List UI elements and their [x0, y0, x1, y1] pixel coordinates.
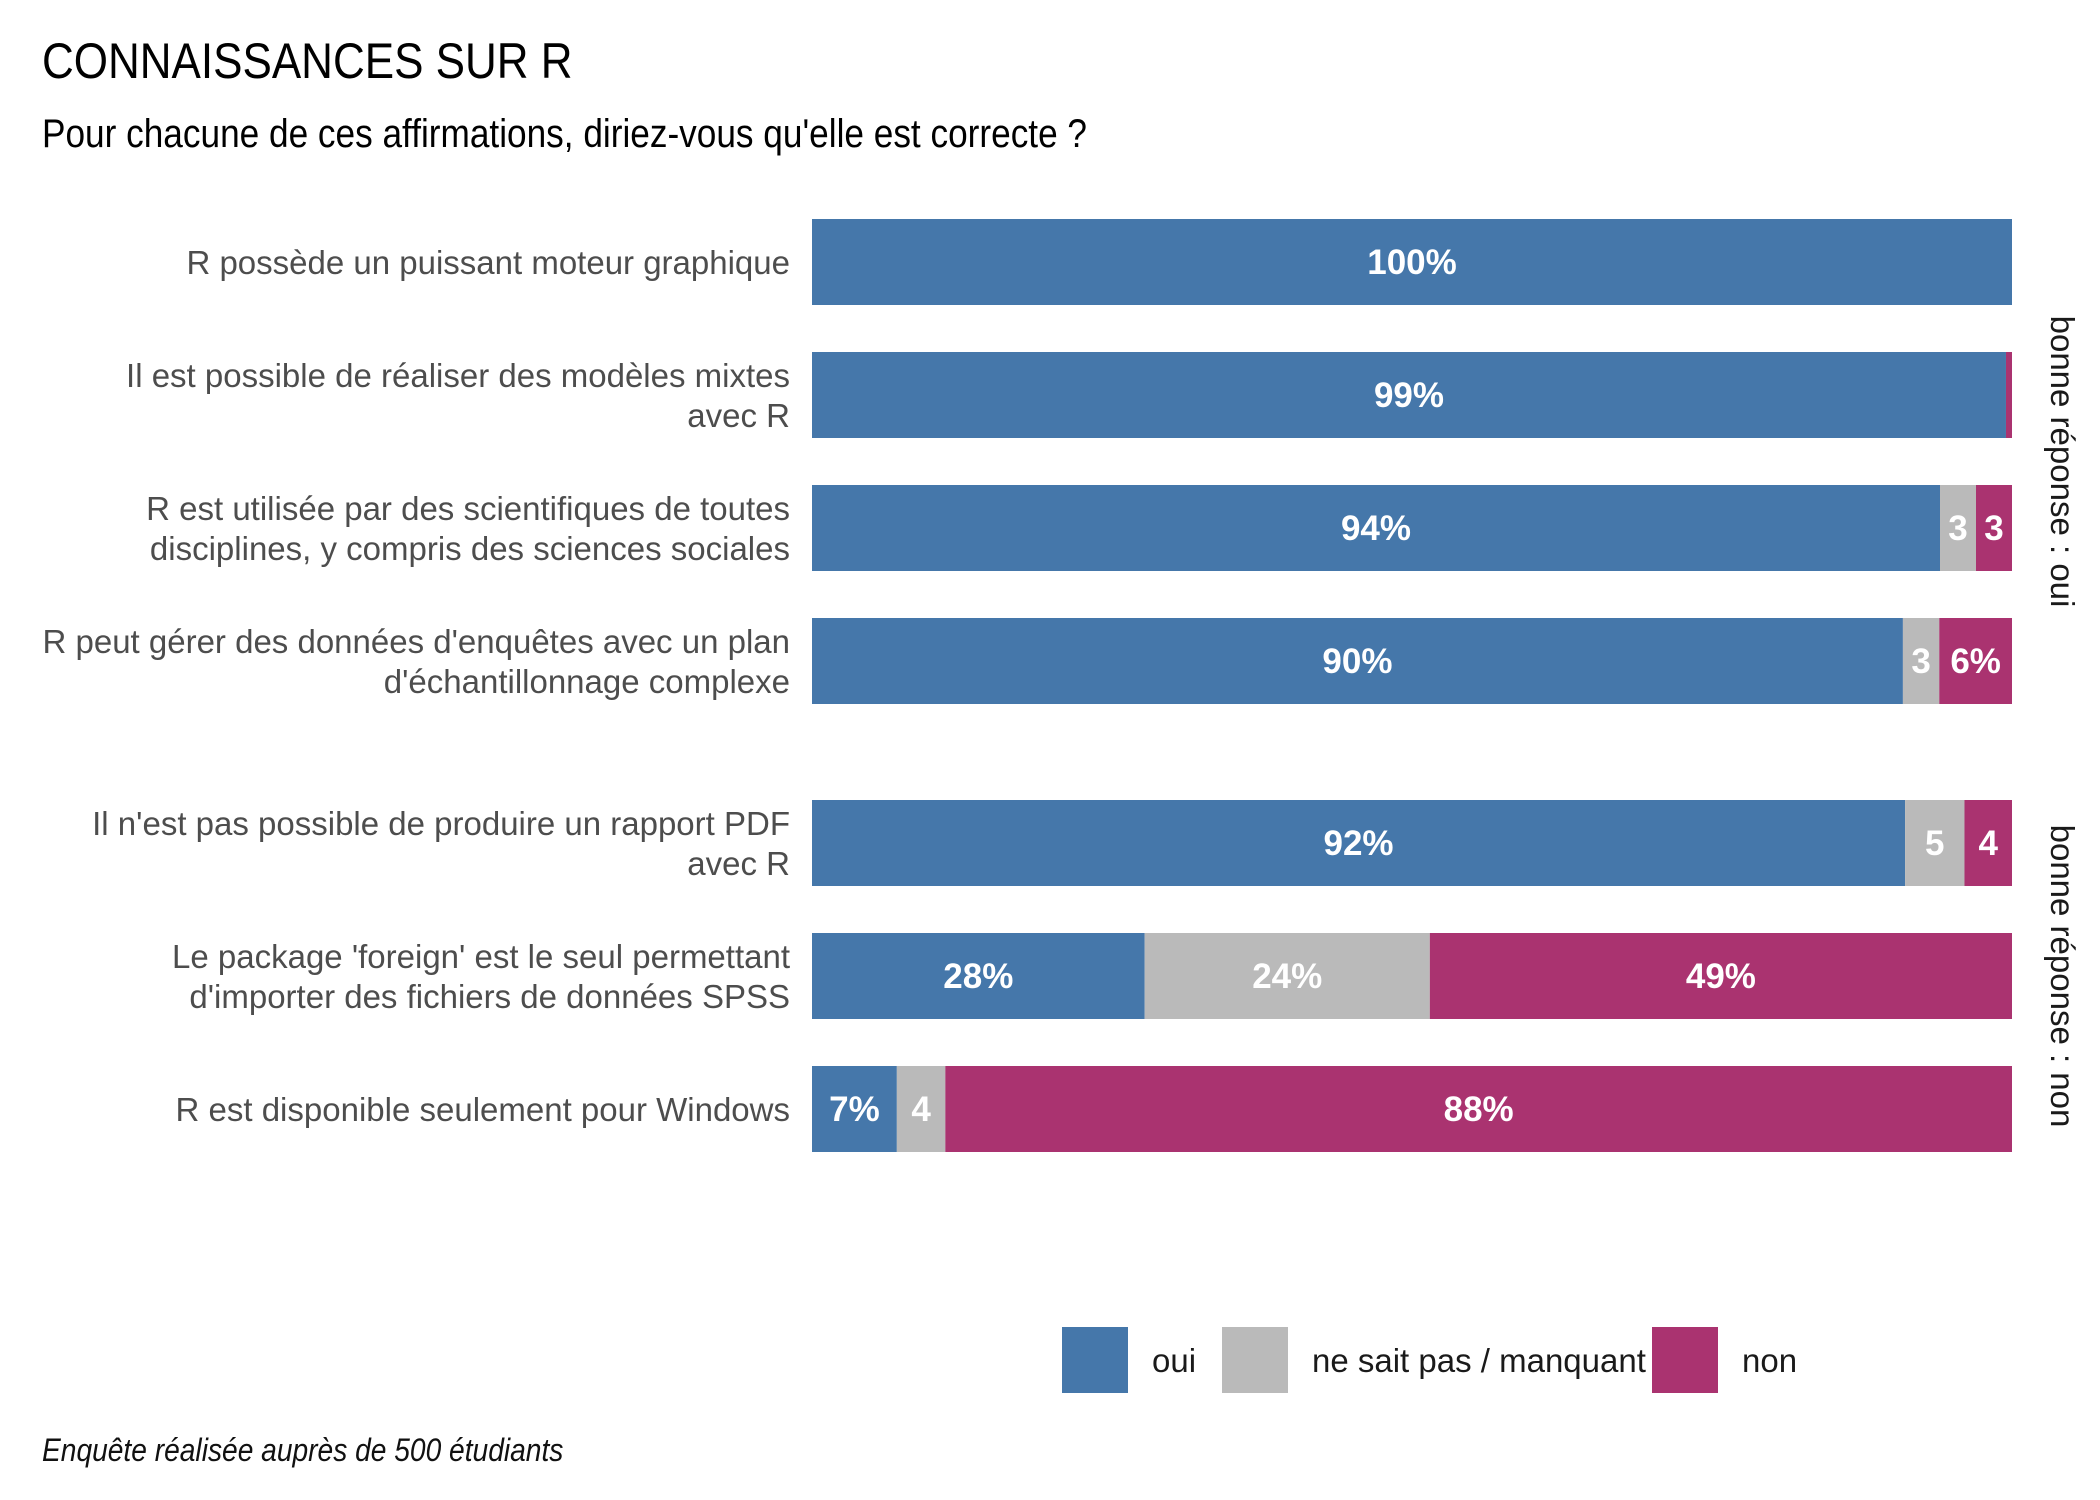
bar-segment-oui — [812, 1066, 897, 1152]
bar-segment-nsp — [1940, 485, 1976, 571]
category-label-line: R est disponible seulement pour Windows — [176, 1091, 790, 1128]
category-label: R peut gérer des données d'enquêtes avec… — [42, 623, 790, 700]
legend-label: ne sait pas / manquant — [1312, 1342, 1646, 1379]
legend-swatch-oui — [1062, 1327, 1128, 1393]
bar-segment-nsp — [1144, 933, 1430, 1019]
category-label-line: R peut gérer des données d'enquêtes avec… — [42, 623, 790, 660]
bar-value-label: 100% — [1367, 243, 1457, 282]
chart-subtitle: Pour chacune de ces affirmations, diriez… — [42, 112, 1087, 156]
bar-segment-non — [1939, 618, 2012, 704]
facet-strip-label: bonne réponse : non — [2044, 825, 2081, 1128]
category-label-line: disciplines, y compris des sciences soci… — [150, 530, 790, 567]
bar-value-label: 99% — [1374, 376, 1444, 415]
bar-segment-non — [1964, 800, 2012, 886]
chart-title: CONNAISSANCES SUR R — [42, 33, 573, 89]
bar-value-label: 88% — [1444, 1090, 1514, 1129]
category-label: Il est possible de réaliser des modèles … — [126, 357, 790, 434]
bar-value-label: 6% — [1950, 642, 2001, 681]
bar-segment-oui — [812, 800, 1906, 886]
bar-segment-nsp — [896, 1066, 946, 1152]
category-label: R possède un puissant moteur graphique — [186, 244, 790, 281]
bar-value-label: 7% — [829, 1090, 880, 1129]
bar-segment-non — [945, 1066, 2013, 1152]
legend-label: non — [1742, 1342, 1797, 1379]
category-label-line: Il est possible de réaliser des modèles … — [126, 357, 790, 394]
bar-segment-oui — [812, 485, 1940, 571]
bar-segment-non — [2005, 352, 2012, 438]
bar-segment-oui — [812, 618, 1903, 704]
bar-value-label: 3 — [1911, 642, 1930, 681]
category-label-line: d'importer des fichiers de données SPSS — [189, 978, 790, 1015]
bar-value-label: 5 — [1925, 824, 1944, 863]
legend-label: oui — [1152, 1342, 1196, 1379]
category-label-line: R possède un puissant moteur graphique — [186, 244, 790, 281]
legend-swatch-non — [1652, 1327, 1718, 1393]
category-label: Le package 'foreign' est le seul permett… — [172, 938, 790, 1015]
category-label-line: avec R — [687, 845, 790, 882]
bar-segment-nsp — [1905, 800, 1965, 886]
bar-segment-non — [1976, 485, 2012, 571]
bar-segment-non — [1429, 933, 2012, 1019]
bar-value-label: 24% — [1252, 957, 1322, 996]
chart-caption: Enquête réalisée auprès de 500 étudiants — [42, 1432, 564, 1468]
category-label: R est utilisée par des scientifiques de … — [146, 490, 790, 567]
legend-swatch-nsp — [1222, 1327, 1288, 1393]
bar-value-label: 3 — [1984, 509, 2003, 548]
facet-strip-label: bonne réponse : oui — [2044, 316, 2081, 608]
category-label: R est disponible seulement pour Windows — [176, 1091, 790, 1128]
category-label-line: R est utilisée par des scientifiques de … — [146, 490, 790, 527]
bar-value-label: 90% — [1322, 642, 1392, 681]
bar-value-label: 49% — [1686, 957, 1756, 996]
bar-segment-oui — [812, 933, 1145, 1019]
bar-value-label: 28% — [943, 957, 1013, 996]
bar-segment-oui — [812, 352, 2006, 438]
category-label-line: d'échantillonnage complexe — [384, 663, 790, 700]
category-label-line: Il n'est pas possible de produire un rap… — [92, 805, 790, 842]
bar-value-label: 4 — [1979, 824, 1999, 863]
bar-value-label: 4 — [911, 1090, 931, 1129]
bar-segment-oui — [812, 219, 2012, 305]
category-label-line: Le package 'foreign' est le seul permett… — [172, 938, 790, 975]
bar-value-label: 3 — [1948, 509, 1967, 548]
category-label: Il n'est pas possible de produire un rap… — [92, 805, 790, 882]
bar-value-label: 92% — [1324, 824, 1394, 863]
bar-value-label: 94% — [1341, 509, 1411, 548]
bar-segment-nsp — [1902, 618, 1940, 704]
category-label-line: avec R — [687, 397, 790, 434]
